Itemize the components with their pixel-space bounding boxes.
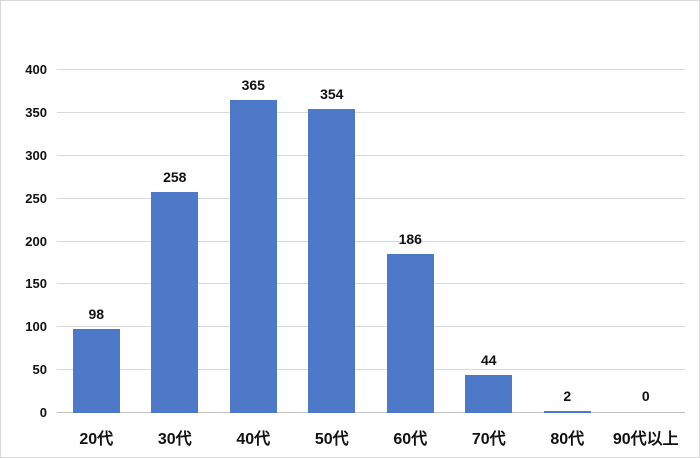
gridline	[57, 197, 685, 199]
x-axis-category-label: 70代	[471, 431, 506, 448]
gridline	[57, 326, 685, 328]
bar-value-label: 2	[563, 388, 572, 404]
bar-value-label: 44	[480, 352, 497, 369]
y-axis-tick-label: 400	[25, 62, 47, 77]
y-axis-tick-label: 200	[25, 233, 47, 249]
bar-value-label: 98	[88, 305, 105, 322]
bar	[386, 254, 434, 413]
bar-value-label: 258	[163, 168, 187, 185]
gridline	[57, 240, 685, 242]
y-axis-tick-label: 300	[25, 147, 47, 163]
bar	[151, 192, 199, 413]
y-axis-tick-label: 0	[39, 405, 47, 420]
bar	[308, 109, 356, 413]
x-axis-line	[57, 412, 685, 413]
bar	[543, 411, 591, 413]
bar	[72, 329, 120, 413]
bar	[229, 100, 277, 413]
bar-value-label: 365	[241, 77, 265, 94]
x-axis-category-label: 30代	[157, 431, 192, 448]
bar-value-label: 186	[398, 230, 422, 247]
y-axis-tick-label: 50	[32, 362, 47, 378]
gridline	[57, 283, 685, 285]
gridline	[57, 369, 685, 371]
y-axis-tick-label: 150	[25, 276, 47, 292]
x-axis: 20代 30代 40代 50代 60代 70代 80代 90代以上	[57, 429, 685, 451]
x-axis-category-label: 50代	[314, 431, 349, 448]
x-axis-category-label: 60代	[393, 431, 428, 448]
x-axis-category-label: 90代以上	[612, 431, 679, 448]
x-axis-category-label: 40代	[236, 431, 271, 448]
gridline	[57, 154, 685, 156]
y-axis-tick-label: 100	[25, 319, 47, 335]
y-axis-tick-label: 250	[25, 190, 47, 206]
bar-value-label: 354	[320, 86, 344, 103]
y-axis-tick-label: 350	[25, 104, 47, 120]
gridline	[57, 111, 685, 113]
bar-value-label: 0	[641, 388, 650, 404]
x-axis-category-label: 80代	[550, 431, 585, 448]
plot-area: 98 258 365 354 186 44 2 0	[57, 69, 685, 413]
x-axis-category-label: 20代	[79, 431, 114, 448]
gridline	[57, 69, 685, 70]
bar	[465, 375, 513, 413]
